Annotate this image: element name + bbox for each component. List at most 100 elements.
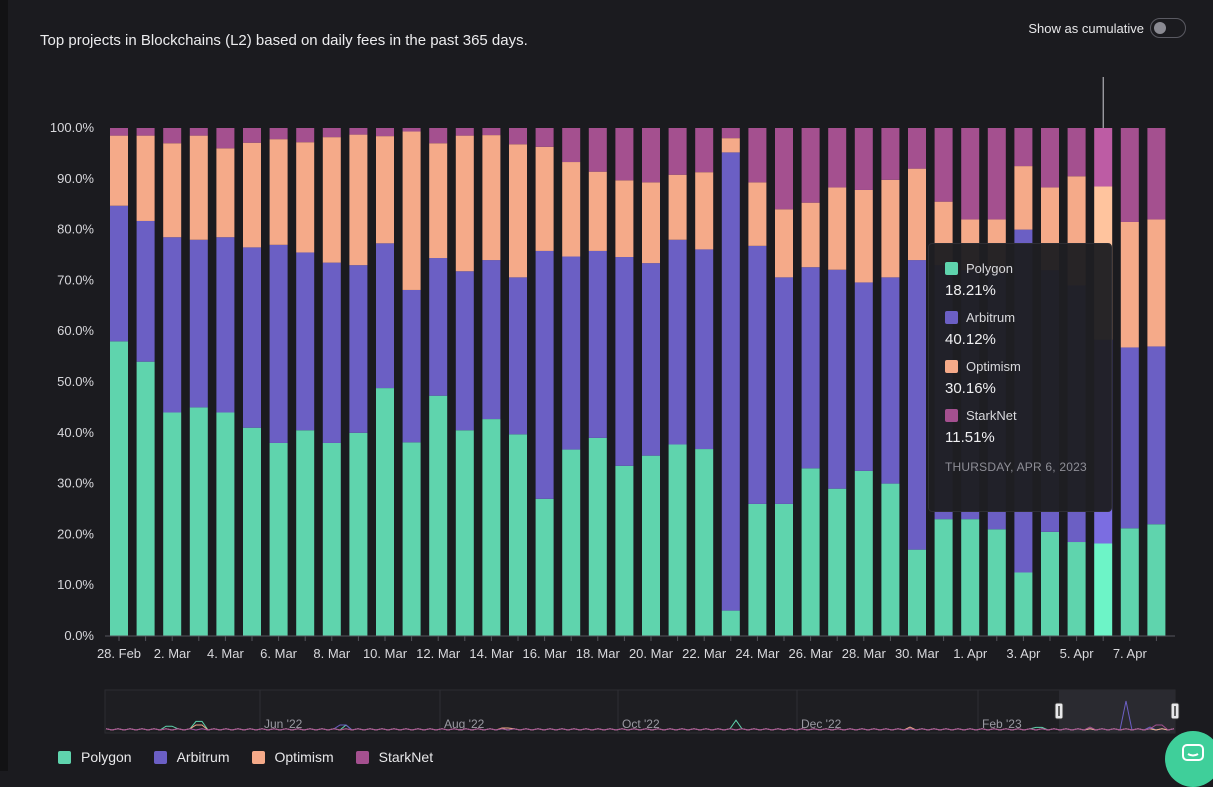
bar-segment-starknet[interactable] bbox=[748, 128, 767, 183]
bar-segment-starknet[interactable] bbox=[1014, 128, 1033, 167]
bar-segment-polygon[interactable] bbox=[110, 341, 128, 636]
bar-segment-polygon[interactable] bbox=[189, 407, 208, 636]
bar-segment-optimism[interactable] bbox=[748, 182, 767, 246]
bar-segment-optimism[interactable] bbox=[482, 135, 501, 261]
bar-segment-optimism[interactable] bbox=[509, 144, 527, 278]
bar-segment-starknet[interactable] bbox=[455, 128, 474, 136]
bar-segment-arbitrum[interactable] bbox=[775, 277, 793, 504]
bar-segment-starknet[interactable] bbox=[1120, 128, 1139, 222]
bar-segment-arbitrum[interactable] bbox=[455, 271, 474, 431]
bar-segment-arbitrum[interactable] bbox=[296, 252, 315, 431]
bar-segment-arbitrum[interactable] bbox=[721, 152, 740, 611]
bar-segment-starknet[interactable] bbox=[189, 128, 208, 136]
bar-segment-optimism[interactable] bbox=[695, 172, 714, 250]
bar-segment-optimism[interactable] bbox=[1120, 221, 1139, 348]
bar-segment-starknet[interactable] bbox=[269, 128, 288, 140]
bar-segment-starknet[interactable] bbox=[562, 128, 581, 163]
bar-segment-arbitrum[interactable] bbox=[1147, 346, 1166, 525]
bar-segment-polygon[interactable] bbox=[881, 483, 900, 636]
bar-segment-polygon[interactable] bbox=[402, 442, 421, 636]
bar-segment-starknet[interactable] bbox=[588, 128, 607, 172]
bar-segment-optimism[interactable] bbox=[402, 131, 421, 290]
bar-segment-polygon[interactable] bbox=[296, 430, 315, 636]
bar-segment-starknet[interactable] bbox=[908, 128, 926, 169]
bar-segment-arbitrum[interactable] bbox=[588, 250, 607, 438]
bar-segment-polygon[interactable] bbox=[269, 442, 288, 636]
chat-button[interactable] bbox=[1165, 731, 1213, 787]
bar-segment-starknet[interactable] bbox=[854, 128, 873, 190]
bar-segment-optimism[interactable] bbox=[243, 142, 261, 248]
bar-segment-arbitrum[interactable] bbox=[908, 260, 926, 550]
bar-segment-arbitrum[interactable] bbox=[322, 262, 341, 443]
bar-segment-polygon[interactable] bbox=[1147, 524, 1166, 636]
bar-segment-optimism[interactable] bbox=[588, 171, 607, 251]
bar-segment-optimism[interactable] bbox=[269, 139, 288, 245]
bar-segment-optimism[interactable] bbox=[801, 202, 820, 268]
bar-segment-starknet[interactable] bbox=[296, 128, 315, 143]
bar-segment-starknet[interactable] bbox=[402, 128, 421, 132]
bar-segment-optimism[interactable] bbox=[322, 137, 341, 263]
bar-segment-arbitrum[interactable] bbox=[216, 237, 235, 413]
bar-segment-polygon[interactable] bbox=[455, 430, 474, 636]
bar-segment-starknet[interactable] bbox=[243, 128, 261, 143]
bar-segment-optimism[interactable] bbox=[668, 174, 687, 240]
legend-item-polygon[interactable]: Polygon bbox=[58, 749, 132, 765]
bar-segment-polygon[interactable] bbox=[642, 455, 660, 636]
bar-segment-optimism[interactable] bbox=[1147, 219, 1166, 347]
bar-segment-polygon[interactable] bbox=[429, 395, 448, 636]
legend-item-arbitrum[interactable]: Arbitrum bbox=[153, 749, 230, 765]
bar-segment-starknet[interactable] bbox=[668, 128, 687, 175]
navigator-selection[interactable] bbox=[1059, 690, 1175, 733]
bar-segment-optimism[interactable] bbox=[854, 189, 873, 283]
bar-segment-arbitrum[interactable] bbox=[482, 260, 501, 420]
bar-segment-polygon[interactable] bbox=[216, 412, 235, 636]
bar-segment-polygon[interactable] bbox=[1041, 531, 1059, 636]
bar-segment-polygon[interactable] bbox=[349, 432, 368, 636]
bar-segment-arbitrum[interactable] bbox=[402, 289, 421, 443]
bar-segment-polygon[interactable] bbox=[961, 519, 980, 636]
bar-segment-starknet[interactable] bbox=[1041, 128, 1059, 188]
bar-segment-polygon[interactable] bbox=[376, 388, 394, 636]
bar-segment-polygon[interactable] bbox=[721, 610, 740, 636]
bar-segment-optimism[interactable] bbox=[881, 179, 900, 278]
bar-segment-arbitrum[interactable] bbox=[509, 277, 527, 435]
bar-segment-polygon[interactable] bbox=[1067, 542, 1086, 636]
bar-segment-polygon[interactable] bbox=[243, 427, 261, 636]
bar-segment-polygon[interactable] bbox=[668, 444, 687, 636]
bar-segment-arbitrum[interactable] bbox=[163, 237, 182, 413]
bar-segment-polygon[interactable] bbox=[482, 419, 501, 636]
bar-segment-optimism[interactable] bbox=[189, 135, 208, 240]
bar-segment-starknet[interactable] bbox=[349, 128, 368, 135]
bar-segment-arbitrum[interactable] bbox=[615, 257, 634, 466]
bar-segment-polygon[interactable] bbox=[588, 437, 607, 636]
bar-segment-starknet[interactable] bbox=[828, 128, 847, 188]
bar-segment-polygon[interactable] bbox=[801, 468, 820, 636]
bar-segment-optimism[interactable] bbox=[1014, 166, 1033, 230]
bar-segment-polygon[interactable] bbox=[854, 470, 873, 636]
bar-segment-starknet[interactable] bbox=[801, 128, 820, 203]
range-navigator[interactable]: Jun '22 Aug '22 Oct '22 Dec '22 Feb '23 bbox=[104, 689, 1180, 734]
bar-segment-optimism[interactable] bbox=[535, 146, 554, 251]
bar-segment-starknet[interactable] bbox=[642, 128, 660, 183]
cumulative-toggle[interactable] bbox=[1150, 18, 1186, 38]
bar-segment-starknet[interactable] bbox=[881, 128, 900, 180]
bar-segment-arbitrum[interactable] bbox=[748, 245, 767, 504]
bar-segment-optimism[interactable] bbox=[376, 136, 394, 244]
legend-item-optimism[interactable]: Optimism bbox=[251, 749, 334, 765]
bar-segment-starknet[interactable] bbox=[429, 128, 448, 144]
bar-segment-arbitrum[interactable] bbox=[695, 249, 714, 450]
bar-segment-polygon[interactable] bbox=[775, 503, 793, 636]
bar-segment-polygon[interactable] bbox=[535, 498, 554, 636]
bar-segment-starknet[interactable] bbox=[216, 128, 235, 149]
bar-segment-polygon[interactable] bbox=[163, 412, 182, 636]
bar-segment-starknet[interactable] bbox=[615, 128, 634, 181]
bar-segment-arbitrum[interactable] bbox=[562, 256, 581, 450]
bar-segment-arbitrum[interactable] bbox=[854, 282, 873, 471]
bar-segment-arbitrum[interactable] bbox=[881, 277, 900, 484]
bar-segment-arbitrum[interactable] bbox=[189, 239, 208, 408]
bar-segment-starknet[interactable] bbox=[1094, 128, 1113, 187]
bar-segment-starknet[interactable] bbox=[509, 128, 527, 145]
bar-segment-arbitrum[interactable] bbox=[1120, 347, 1139, 529]
bar-segment-polygon[interactable] bbox=[562, 449, 581, 636]
bar-segment-arbitrum[interactable] bbox=[269, 244, 288, 443]
